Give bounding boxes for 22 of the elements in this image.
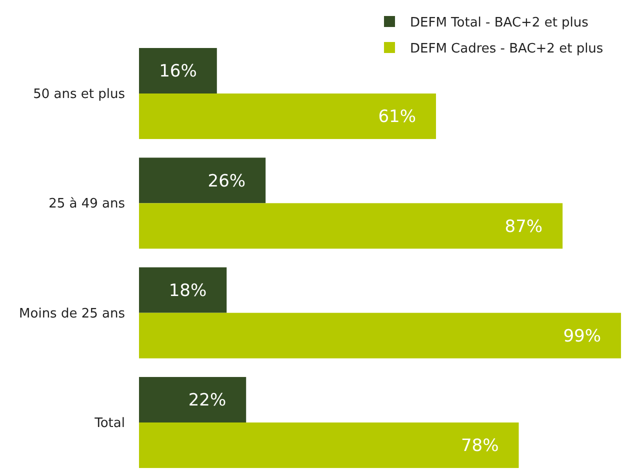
bar [139, 312, 621, 358]
legend-label: DEFM Cadres - BAC+2 et plus [410, 42, 604, 57]
data-label: 99% [563, 326, 601, 347]
y-tick-label: 50 ans et plus [33, 87, 126, 102]
data-label: 78% [460, 436, 499, 456]
bar [139, 203, 563, 249]
bar [139, 94, 436, 140]
y-tick-label: Total [94, 416, 125, 432]
bar [139, 158, 266, 204]
y-tick-label: Moins de 25 ans [19, 306, 126, 322]
data-label: 26% [208, 171, 246, 192]
bar [139, 48, 217, 94]
data-label: 22% [188, 390, 226, 411]
data-label: 16% [159, 62, 197, 82]
bar [139, 376, 246, 422]
bar [139, 422, 519, 468]
data-label: 61% [378, 107, 416, 128]
bar [139, 267, 227, 313]
data-label: 18% [168, 281, 207, 302]
legend-label: DEFM Total - BAC+2 et plus [410, 16, 589, 31]
data-label: 87% [504, 216, 543, 237]
y-tick-label: 25 à 49 ans [48, 196, 126, 212]
